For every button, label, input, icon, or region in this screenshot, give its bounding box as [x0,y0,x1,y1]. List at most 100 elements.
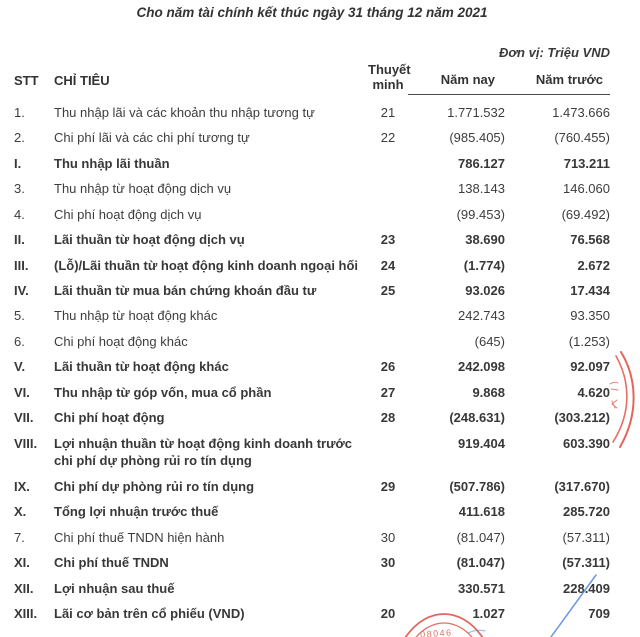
row-item-label: Thu nhập lãi thuần [54,155,170,171]
row-item-label: Tổng lợi nhuận trước thuế [54,504,219,520]
row-stt: VIII. [14,435,38,451]
table-header-row: STT CHỈ TIÊU Thuyết minh Năm nay Năm trư… [14,62,610,95]
row-stt: VII. [14,410,34,426]
row-current-value: 1.027 [472,606,505,622]
row-item-label: Thu nhập từ hoạt động dịch vụ [54,181,232,197]
row-stt: IV. [14,282,29,298]
row-prior-value: (69.492) [561,206,610,222]
table-row: 6. Chi phí hoạt động khác (645) (1.253) [14,328,610,353]
row-stt: IX. [14,478,30,494]
table-row: X. Tổng lợi nhuận trước thuế 411.618 285.72… [14,499,610,524]
row-item-label: Thu nhập từ góp vốn, mua cổ phần [54,384,272,400]
row-prior-value: (1.253) [568,333,610,349]
row-stt: 4. [14,206,25,222]
row-current-value: (1.774) [463,257,505,273]
table-row: 7. Chi phí thuế TNDN hiện hành 30 (81.047) (… [14,524,610,549]
row-prior-value: 93.350 [570,308,610,324]
table-row: VI. Thu nhập từ góp vốn, mua cổ phần 27 9.8… [14,379,610,404]
row-stt: I. [14,155,22,171]
table-row: VII. Chi phí hoạt động 28 (248.631) (303.212… [14,405,610,430]
row-stt: X. [14,504,27,520]
column-header-stt: STT [14,73,39,88]
row-item-label: Lợi nhuận sau thuế [54,580,175,596]
row-stt: XII. [14,580,34,596]
row-stt: II. [14,232,25,248]
table-row: XII. Lợi nhuận sau thuế 330.571 228.409 [14,575,610,600]
table-row: 4. Chi phí hoạt động dịch vụ (99.453) (69.4… [14,201,610,226]
row-current-value: (81.047) [456,555,505,571]
unit-label: Đơn vị: Triệu VND [498,45,610,60]
table-row: IV. Lãi thuần từ mua bán chứng khoán đầu … [14,277,610,302]
row-note: 30 [380,555,396,571]
column-header-item: CHỈ TIÊU [54,73,110,88]
row-current-value: 9.868 [472,384,505,400]
table-row: 5. Thu nhập từ hoạt động khác 242.743 93.35… [14,303,610,328]
row-current-value: 919.404 [458,435,505,451]
row-current-value: 138.143 [458,181,505,197]
row-stt: 2. [14,130,25,146]
row-stt: 3. [14,181,25,197]
row-prior-value: 4.620 [577,384,610,400]
row-item-label: Chi phí thuế TNDN [54,555,169,571]
row-prior-value: 285.720 [563,504,610,520]
row-item-label: Chi phí thuế TNDN hiện hành [54,529,225,545]
row-note: 29 [380,478,396,494]
column-header-current: Năm nay [408,72,505,95]
row-stt: V. [14,359,26,375]
row-current-value: 330.571 [458,580,505,596]
row-prior-value: 228.409 [563,580,610,596]
row-note: 22 [380,130,396,146]
row-current-value: 38.690 [465,232,505,248]
row-prior-value: 603.390 [563,435,610,451]
row-item-label: Lãi thuần từ hoạt động dịch vụ [54,232,245,248]
red-pen-arc-mark [609,351,635,448]
row-item-label: Thu nhập lãi và các khoản thu nhập tương… [54,104,315,120]
row-item-label: Lãi thuần từ hoạt động khác [54,359,229,375]
column-header-note: Thuyết minh [368,62,411,92]
row-current-value: 93.026 [465,282,505,298]
row-current-value: (507.786) [449,478,505,494]
row-note: 23 [380,232,396,248]
row-stt: XIII. [14,606,38,622]
row-item-label: Chi phí hoạt động khác [54,333,188,349]
row-prior-value: (317.670) [554,478,610,494]
table-row: V. Lãi thuần từ hoạt động khác 26 242.098 92… [14,354,610,379]
row-note: 24 [380,257,396,273]
table-row: IX. Chi phí dự phòng rủi ro tín dụng 29 (50… [14,473,610,498]
row-item-label: Lãi thuần từ mua bán chứng khoán đầu tư [54,282,317,298]
row-item-label: Chi phí lãi và các chi phí tương tự [54,130,250,146]
table-row: XIII. Lãi cơ bản trên cổ phiếu (VND) 20 1.0… [14,601,610,626]
row-stt: 1. [14,104,25,120]
row-current-value: 786.127 [458,155,505,171]
row-prior-value: 709 [588,606,610,622]
row-note: 25 [380,282,396,298]
row-prior-value: 76.568 [570,232,610,248]
row-prior-value: (57.311) [562,529,610,545]
row-current-value: 411.618 [458,504,505,520]
row-prior-value: (760.455) [554,130,610,146]
row-note: 26 [380,359,396,375]
row-item-label: Chi phí hoạt động [54,410,165,426]
row-current-value: 1.771.532 [447,104,505,120]
row-current-value: (248.631) [449,410,505,426]
table-row: 3. Thu nhập từ hoạt động dịch vụ 138.143 14… [14,175,610,200]
table-row: III. (Lỗ)/Lãi thuần từ hoạt động kinh doa… [14,252,610,277]
row-current-value: (81.047) [456,529,505,545]
row-stt: 5. [14,308,25,324]
table-row: II. Lãi thuần từ hoạt động dịch vụ 23 38.69… [14,226,610,251]
row-prior-value: 713.211 [563,155,610,171]
row-item-label: Lãi cơ bản trên cổ phiếu (VND) [54,606,245,622]
row-prior-value: 1.473.666 [552,104,610,120]
table-row: 2. Chi phí lãi và các chi phí tương tự 22 (… [14,124,610,149]
row-note: 21 [380,104,396,120]
row-current-value: 242.098 [458,359,505,375]
page-title: Cho năm tài chính kết thúc ngày 31 tháng… [136,5,488,20]
row-prior-value: 17.434 [570,282,610,298]
row-item-label: Lợi nhuận thuần từ hoạt động kinh doanh … [54,435,353,469]
row-stt: 6. [14,333,25,349]
row-note: 27 [380,384,396,400]
row-current-value: (645) [474,333,505,349]
row-prior-value: 92.097 [570,359,610,375]
table-rows: 1. Thu nhập lãi và các khoản thu nhập tươ… [14,99,610,626]
